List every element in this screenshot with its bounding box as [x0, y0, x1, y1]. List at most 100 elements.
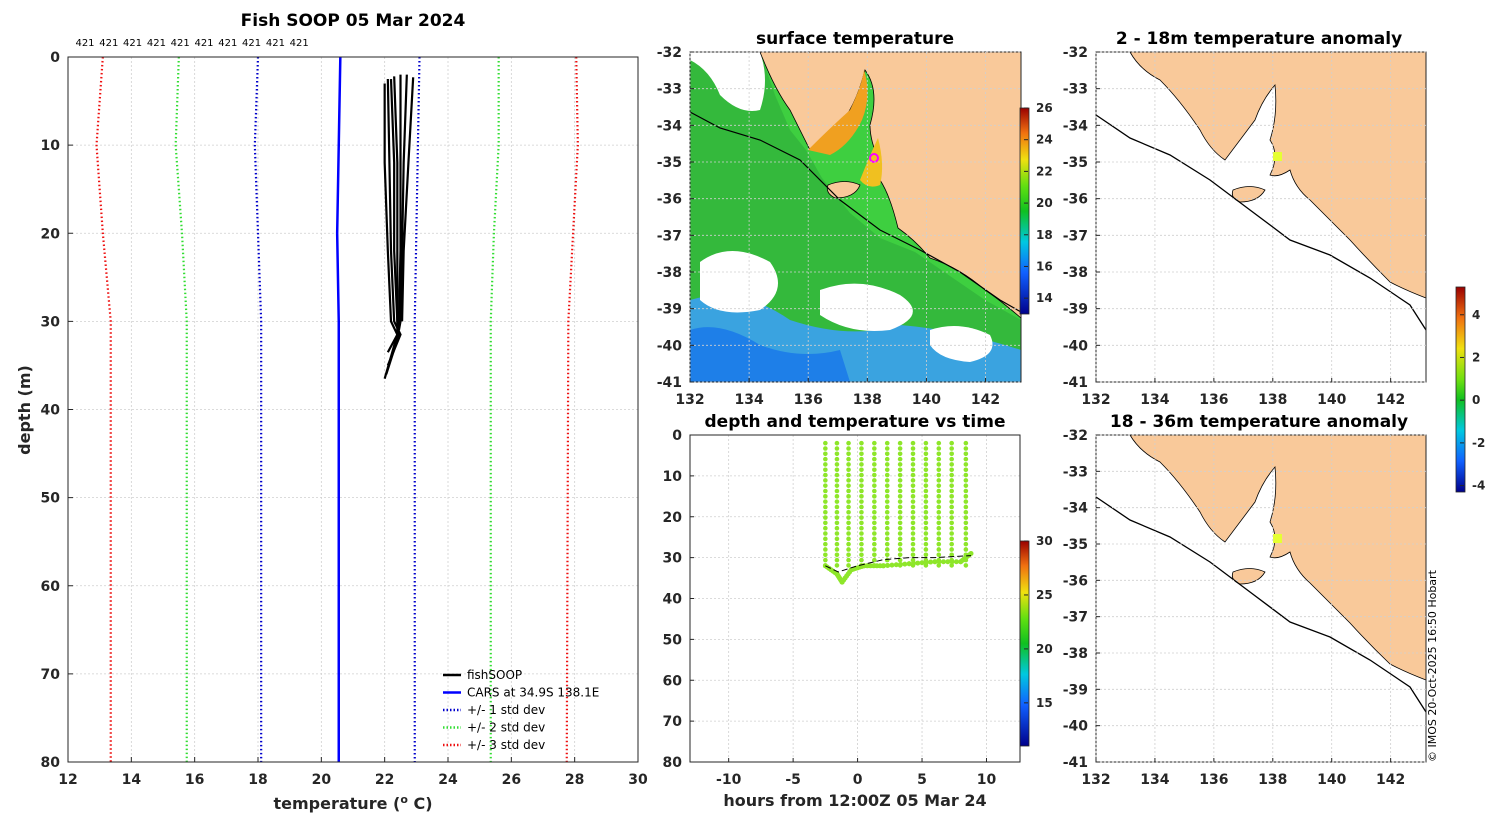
profile-title: Fish SOOP 05 Mar 2024	[241, 11, 466, 31]
x-tick-label: 132	[1081, 772, 1110, 788]
sst-map-panel: surface temperature 132 134 136 138 140 142 -3…	[657, 29, 1053, 408]
dive-point	[823, 440, 828, 446]
dive-point	[910, 499, 916, 504]
legend-label: +/- 3 std dev	[467, 738, 545, 752]
dive-point	[859, 494, 864, 499]
seabed-point	[906, 561, 912, 567]
dive-point	[846, 440, 851, 446]
dive-point	[949, 547, 954, 552]
colorbar-tick-label: 22	[1036, 164, 1053, 178]
dive-point	[823, 541, 828, 547]
dive-point	[834, 451, 840, 457]
seabed-point	[932, 559, 938, 565]
x-tick-label: 134	[1140, 392, 1169, 408]
dive-point	[949, 515, 954, 520]
x-tick-label: 26	[502, 772, 521, 788]
dive-point	[872, 515, 877, 520]
dive-point	[859, 488, 864, 494]
dive-point	[923, 515, 929, 520]
y-tick-label: -40	[1063, 719, 1089, 735]
y-tick-label: -34	[1063, 501, 1089, 517]
dive-point	[859, 472, 864, 478]
dive-point	[846, 488, 851, 494]
dive-point	[897, 531, 903, 536]
dive-point	[910, 462, 916, 467]
dive-point	[872, 509, 877, 515]
dive-point	[834, 446, 840, 451]
dive-point	[936, 520, 942, 526]
dive-point	[823, 531, 828, 536]
dive-point	[923, 552, 929, 558]
dive-point	[936, 483, 942, 488]
x-tick-label: 20	[312, 772, 332, 788]
dive-point	[963, 472, 969, 478]
dive-point	[910, 483, 916, 488]
y-tick-label: -41	[657, 375, 682, 391]
xlabel-degree: o	[400, 793, 408, 806]
dive-point	[834, 541, 840, 547]
dive-point	[963, 494, 969, 499]
profile-ylabel: depth (m)	[15, 365, 34, 455]
dive-point	[884, 456, 890, 462]
y-tick-label: -35	[1063, 155, 1088, 171]
dive-point	[846, 494, 851, 499]
colorbar-tick-label: 15	[1036, 696, 1053, 710]
dive-point	[872, 520, 877, 526]
dive-point	[963, 440, 969, 446]
colorbar-tick-label: 20	[1036, 642, 1053, 656]
y-tick-label: -33	[657, 82, 682, 98]
dive-point	[897, 446, 903, 451]
dive-point	[859, 520, 864, 526]
y-tick-label: 20	[41, 226, 61, 242]
depth-time-data	[822, 440, 974, 585]
anomaly-shallow-shelf-contour	[1095, 114, 1427, 331]
dive-point	[897, 552, 903, 558]
y-tick-label: -34	[1063, 118, 1089, 134]
dive-point	[884, 478, 890, 483]
dive-point	[949, 499, 954, 504]
seabed-point	[949, 559, 955, 565]
dive-point	[846, 552, 851, 558]
dive-point	[834, 488, 840, 494]
y-tick-label: -41	[1063, 755, 1088, 771]
y-tick-label: -36	[1063, 192, 1088, 208]
depth-time-panel: depth and temperature vs time -10 -5 0 5 10 0…	[663, 412, 1053, 810]
sst-cloud	[690, 52, 765, 111]
dive-point	[884, 494, 890, 499]
seabed-point	[889, 562, 895, 568]
y-tick-label: -37	[1063, 610, 1088, 626]
profile-count-label: 421	[266, 38, 285, 49]
dive-point	[897, 478, 903, 483]
dive-point	[949, 440, 954, 446]
bathymetry-line	[825, 555, 972, 573]
dive-point	[834, 520, 840, 526]
series-line-cars	[335, 57, 342, 762]
x-tick-label: 138	[1258, 392, 1287, 408]
dive-point	[846, 446, 851, 451]
sst-shelf-band	[690, 52, 1021, 382]
dive-point	[823, 547, 828, 552]
dive-point	[872, 499, 877, 504]
seabed-point	[923, 559, 929, 565]
y-tick-label: -35	[1063, 537, 1088, 553]
dive-point	[823, 451, 828, 457]
x-tick-label: 0	[853, 772, 863, 788]
dive-point	[910, 552, 916, 558]
dive-point	[859, 456, 864, 462]
dive-point	[910, 446, 916, 451]
dive-point	[823, 488, 828, 494]
dive-point	[834, 467, 840, 473]
y-tick-label: 40	[663, 592, 683, 608]
dive-point	[834, 472, 840, 478]
x-tick-label: 136	[794, 392, 823, 408]
dive-point	[823, 552, 828, 558]
dive-point	[834, 552, 840, 558]
dive-point	[963, 483, 969, 488]
y-tick-label: 60	[41, 579, 61, 595]
dive-point	[834, 557, 840, 563]
series-line--3-std	[565, 57, 579, 762]
dive-point	[897, 467, 903, 473]
dive-point	[949, 494, 954, 499]
dive-point	[872, 446, 877, 451]
y-tick-label: -32	[657, 45, 682, 61]
